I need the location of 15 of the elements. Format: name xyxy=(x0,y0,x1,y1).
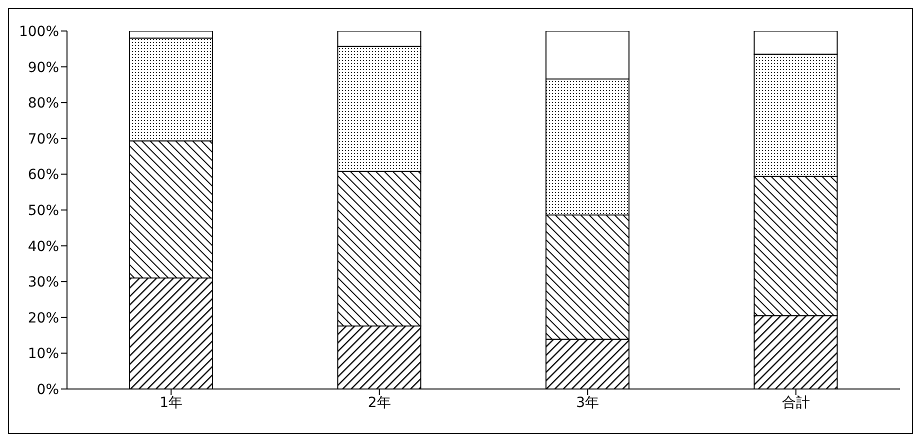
y-tick-label: 80% xyxy=(28,96,59,112)
x-tick-label: 2年 xyxy=(368,394,391,411)
y-tick-label: 50% xyxy=(28,202,59,219)
y-tick-label: 70% xyxy=(28,131,59,148)
y-tick-label: 60% xyxy=(28,167,59,184)
y-tick-label: 20% xyxy=(28,310,59,326)
x-tick-label: 3年 xyxy=(576,394,600,411)
y-tick-label: 0% xyxy=(36,382,59,398)
y-tick-label: 40% xyxy=(28,238,59,255)
y-tick-label: 100% xyxy=(18,24,59,40)
x-tick-label: 合計 xyxy=(782,394,810,411)
y-tick-label: 30% xyxy=(28,274,59,291)
x-tick-label: 1年 xyxy=(160,394,183,411)
y-tick-label: 90% xyxy=(28,60,59,76)
y-tick-label: 10% xyxy=(28,346,59,362)
